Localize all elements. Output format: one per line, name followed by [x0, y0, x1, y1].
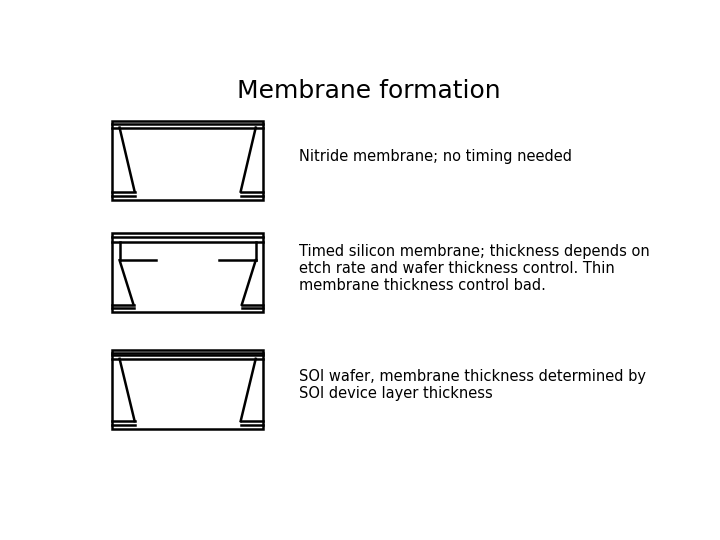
Bar	[112, 121, 263, 200]
Text: Nitride membrane; no timing needed: Nitride membrane; no timing needed	[300, 149, 572, 164]
Text: Membrane formation: Membrane formation	[237, 79, 501, 103]
Bar	[112, 349, 263, 429]
Bar	[112, 233, 263, 312]
Text: Timed silicon membrane; thickness depends on
etch rate and wafer thickness contr: Timed silicon membrane; thickness depend…	[300, 244, 650, 293]
Text: SOI wafer, membrane thickness determined by
SOI device layer thickness: SOI wafer, membrane thickness determined…	[300, 369, 647, 401]
